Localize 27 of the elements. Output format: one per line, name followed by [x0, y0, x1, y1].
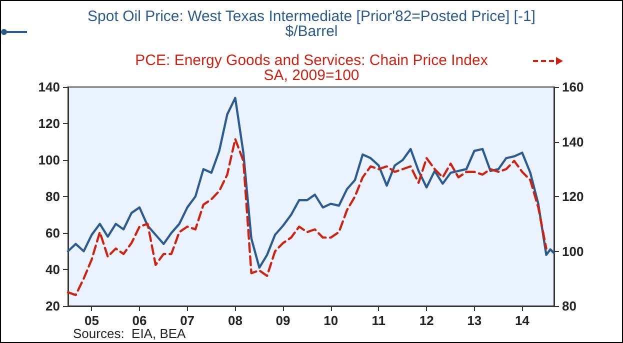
x-tick-label: 10	[324, 313, 338, 328]
x-tick-label: 09	[276, 313, 290, 328]
source-note: Sources: EIA, BEA	[73, 326, 186, 341]
x-tick-label: 13	[467, 313, 482, 328]
text: Spot Oil Price: West Texas Intermediate [Prior'82=Posted Price] [-1] $/Barrel	[88, 8, 536, 40]
y2-tick-label: 140	[562, 134, 584, 150]
x-tick-label: 07	[180, 313, 195, 328]
y-tick-label: 140	[38, 80, 60, 94]
x-tick-label: 12	[419, 313, 434, 328]
y2-tick-label: 160	[562, 80, 584, 94]
y-tick-label: 20	[46, 298, 60, 314]
y2-tick-label: 80	[562, 298, 576, 314]
text: PCE: Energy Goods and Services: Chain Price Index SA, 2009=100	[135, 52, 488, 84]
y2-tick-label: 120	[562, 189, 584, 204]
x-tick-label: 11	[372, 313, 386, 328]
line-series	[66, 96, 556, 269]
y2-tick-label: 100	[562, 244, 584, 259]
y-tick-label: 40	[46, 262, 60, 277]
y-tick-label: 60	[46, 226, 60, 240]
x-tick-label: 08	[228, 313, 242, 328]
x-tick-label: 06	[132, 313, 147, 328]
line-series	[66, 138, 548, 296]
y-tick-label: 100	[38, 152, 60, 168]
x-tick-label: 05	[84, 313, 99, 328]
y-tick-label: 120	[38, 116, 60, 131]
x-tick-label: 14	[514, 313, 530, 328]
y-tick-label: 80	[46, 189, 60, 204]
